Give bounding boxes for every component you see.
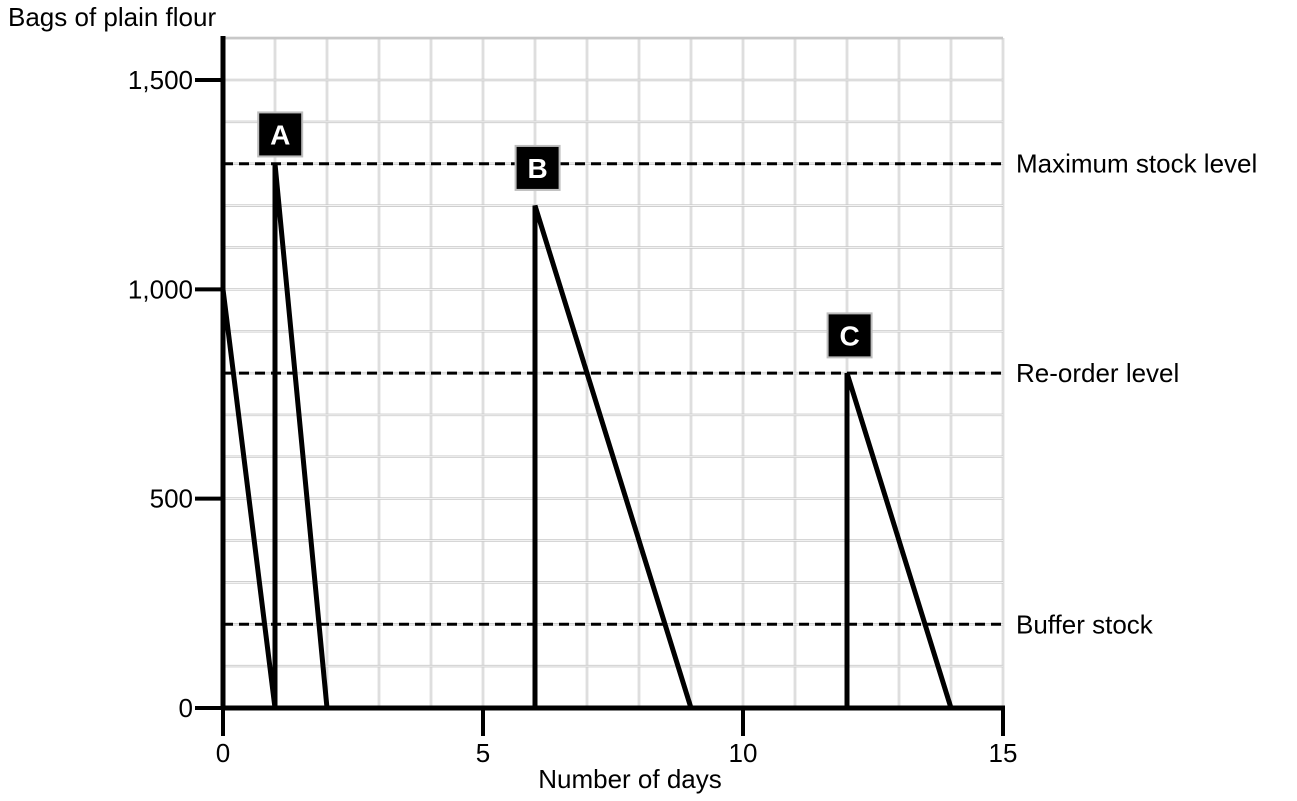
x-tick-label: 0: [216, 738, 230, 768]
reference-lines: Maximum stock level Re-order level Buffer …: [223, 149, 1257, 639]
y-tick-label: 1,000: [128, 274, 193, 304]
series: [220, 163, 954, 711]
reference-line-label: Maximum stock level: [1016, 149, 1257, 179]
reference-line-label: Re-order level: [1016, 358, 1179, 388]
stock-level-line: [220, 163, 954, 711]
y-tick-label: 1,500: [128, 65, 193, 95]
x-tick-label: 10: [729, 738, 758, 768]
reference-line-label: Buffer stock: [1016, 609, 1154, 639]
annotation-label: A: [270, 119, 290, 150]
y-tick-label: 0: [179, 693, 193, 723]
y-axis-label: Bags of plain flour: [8, 2, 217, 32]
annotations: A B C: [257, 111, 873, 359]
ticks: 0 500 1,000 1,500 0 5 10 15: [128, 65, 1018, 768]
annotation-box: [826, 312, 873, 359]
annotation-label: C: [839, 320, 859, 351]
x-tick-label: 5: [476, 738, 490, 768]
y-tick-label: 500: [150, 484, 193, 514]
annotation-label: B: [527, 153, 547, 184]
annotation-box: [257, 111, 304, 158]
x-tick-label: 15: [989, 738, 1018, 768]
annotation-box: [514, 144, 561, 191]
x-axis-label: Number of days: [538, 764, 722, 794]
